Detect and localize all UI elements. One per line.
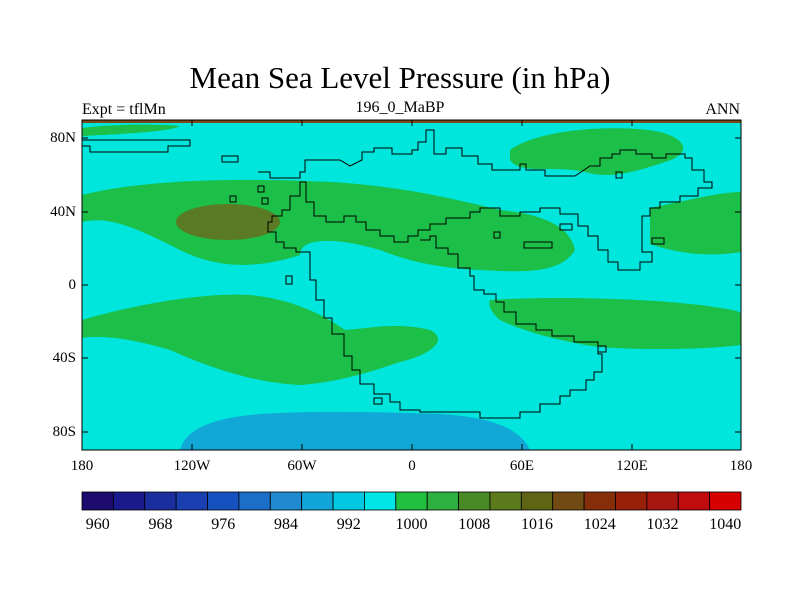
contour-fill-1016-high (176, 204, 280, 240)
x-tick-label-180w: 180 (70, 458, 94, 474)
colorbar-box (552, 491, 585, 511)
colorbar-label: 1016 (521, 516, 554, 533)
colorbar-label: 992 (336, 516, 361, 533)
colorbar-box (458, 491, 491, 511)
coastline-greenland-islet (221, 155, 239, 163)
coastline-arctic (82, 139, 191, 153)
x-tick-label-60w: 60W (287, 458, 317, 474)
colorbar-box (112, 491, 146, 511)
x-tick-label-0: 0 (408, 458, 416, 474)
contour-fill-1008-south (82, 294, 439, 385)
colorbar-box (238, 491, 271, 511)
colorbar-box (520, 491, 554, 511)
colorbar-box (207, 491, 240, 511)
contour-fill-1008-north (82, 179, 575, 272)
colorbar-label: 1008 (458, 516, 491, 533)
colorbar-box (81, 491, 114, 511)
colorbar-box (426, 491, 459, 511)
contour-fill-1008-arctic (510, 128, 684, 175)
contour-fill-1008-arctic-west (82, 124, 180, 136)
experiment-label: Expt = tflMn (82, 101, 166, 118)
colorbar (81, 491, 742, 511)
coastline-north-islands (229, 185, 269, 205)
x-tick-label-120w: 120W (173, 458, 211, 474)
y-tick-label-80s: 80S (52, 424, 76, 440)
x-ticks (191, 120, 633, 450)
colorbar-box (301, 491, 334, 511)
colorbar-label: 968 (148, 516, 173, 533)
chart-title: Mean Sea Level Pressure (in hPa) (189, 60, 611, 95)
colorbar-box (395, 491, 428, 511)
colorbar-box (489, 491, 522, 511)
colorbar-box (583, 491, 616, 511)
colorbar-box (175, 491, 208, 511)
colorbar-label: 1000 (395, 516, 428, 533)
y-ticks (82, 137, 741, 433)
colorbar-label: 960 (85, 516, 110, 533)
colorbar-box (364, 491, 397, 511)
coastline-tethys-islands (285, 223, 573, 285)
colorbar-box (332, 491, 365, 511)
contour-fill-1008-northeast (650, 192, 741, 255)
colorbar-label: 1024 (583, 516, 616, 533)
colorbar-box (646, 491, 679, 511)
y-tick-label-80n: 80N (50, 130, 76, 146)
colorbar-box (677, 491, 711, 511)
timeslice-label: 196_0_MaBP (355, 99, 445, 116)
x-tick-label-180e: 180 (729, 458, 753, 474)
season-label: ANN (705, 101, 740, 118)
colorbar-label: 1040 (709, 516, 742, 533)
coastline-south-islet (373, 397, 383, 405)
coastline-pangaea-north (258, 129, 713, 419)
y-tick-label-40s: 40S (52, 350, 76, 366)
contour-fill-992-low (180, 411, 530, 450)
coastline-east-islands (597, 171, 665, 353)
y-tick-label-0: 0 (68, 277, 77, 293)
y-tick-label-40n: 40N (50, 204, 76, 220)
colorbar-label: 976 (211, 516, 236, 533)
colorbar-box (709, 491, 742, 511)
x-tick-label-60e: 60E (509, 458, 535, 474)
contour-fill-1000 (82, 120, 741, 450)
colorbar-box (615, 491, 648, 511)
colorbar-box (269, 491, 303, 511)
colorbar-label: 1032 (646, 516, 679, 533)
colorbar-label: 984 (273, 516, 298, 533)
x-tick-label-120e: 120E (616, 458, 648, 474)
coastlines (82, 129, 713, 419)
map-fill-layer (82, 120, 741, 450)
colorbar-box (144, 491, 177, 511)
